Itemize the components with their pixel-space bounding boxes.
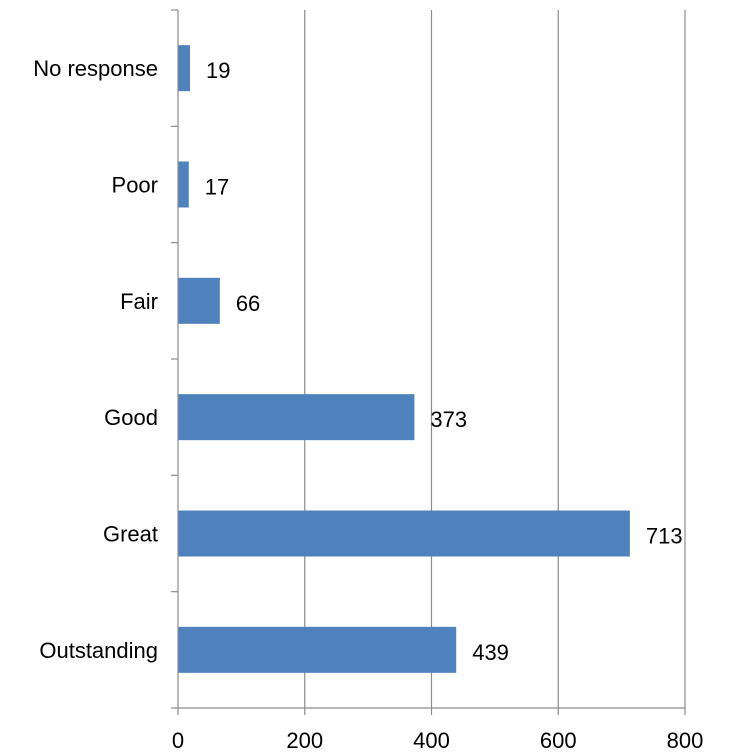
axes bbox=[171, 9, 686, 715]
data-label: 439 bbox=[472, 640, 509, 665]
data-label: 713 bbox=[646, 524, 683, 549]
data-label: 373 bbox=[430, 407, 467, 432]
bar-no-response bbox=[178, 45, 191, 92]
bar-great bbox=[178, 510, 630, 557]
data-label: 66 bbox=[236, 291, 260, 316]
category-label: No response bbox=[33, 56, 158, 81]
x-tick-label: 200 bbox=[286, 728, 323, 753]
category-label: Good bbox=[104, 405, 158, 430]
gridlines bbox=[304, 10, 686, 708]
bar-outstanding bbox=[178, 626, 457, 673]
category-label: Great bbox=[103, 522, 158, 547]
x-tick-label: 400 bbox=[413, 728, 450, 753]
data-labels: 19 17 66 373 713 439 bbox=[205, 58, 683, 665]
bar-fair bbox=[178, 277, 220, 324]
data-label: 17 bbox=[205, 175, 229, 200]
bar-good bbox=[178, 394, 415, 441]
x-tick-label: 600 bbox=[540, 728, 577, 753]
data-label: 19 bbox=[206, 58, 230, 83]
category-label: Poor bbox=[112, 173, 158, 198]
bars bbox=[178, 45, 630, 673]
category-labels: No response Poor Fair Good Great Outstanding bbox=[33, 56, 158, 663]
bar-poor bbox=[178, 161, 189, 208]
x-tick-label: 0 bbox=[172, 728, 184, 753]
category-label: Outstanding bbox=[39, 638, 158, 663]
x-tick-label: 800 bbox=[667, 728, 704, 753]
x-tick-labels: 0 200 400 600 800 bbox=[172, 728, 703, 753]
category-label: Fair bbox=[120, 289, 158, 314]
